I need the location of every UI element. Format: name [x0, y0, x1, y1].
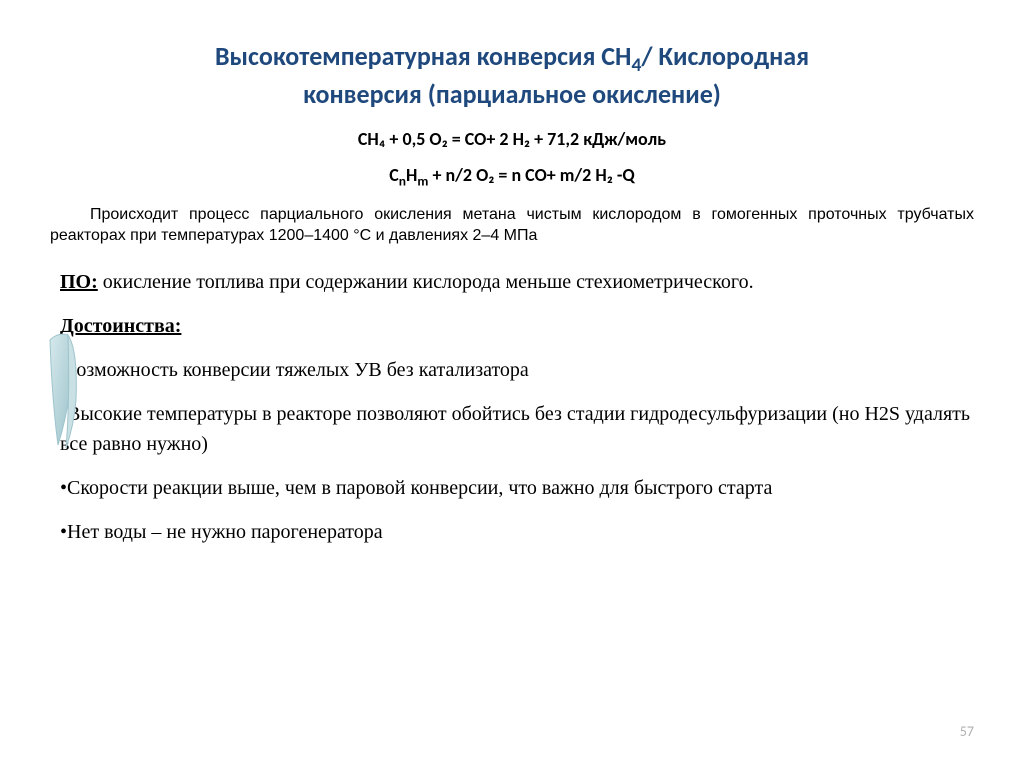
body-text: ПО: окисление топлива при содержании кис…	[60, 267, 974, 547]
eq2-m: m	[417, 173, 428, 190]
decorative-stripe-icon	[48, 330, 88, 450]
equation-1: СН₄ + 0,5 O₂ = CO+ 2 H₂ + 71,2 кДж/моль	[50, 128, 974, 150]
slide-title: Высокотемпературная конверсия СН4/ Кисло…	[50, 40, 974, 110]
equation-2: CnHm + n/2 O₂ = n CO+ m/2 H₂ -Q	[50, 164, 974, 190]
slide: Высокотемпературная конверсия СН4/ Кисло…	[0, 0, 1024, 768]
bullet-4: •Нет воды – не нужно парогенератора	[60, 517, 974, 547]
page-number: 57	[960, 723, 974, 740]
advantages-label: Достоинства:	[60, 311, 974, 341]
bullet-3: •Скорости реакции выше, чем в паровой ко…	[60, 473, 974, 503]
equation-block: СН₄ + 0,5 O₂ = CO+ 2 H₂ + 71,2 кДж/моль …	[50, 128, 974, 190]
bullet-4-text: Нет воды – не нужно парогенератора	[67, 521, 383, 543]
po-label: ПО:	[60, 271, 98, 293]
title-line1-sub: 4	[631, 53, 641, 77]
bullet-1: •возможность конверсии тяжелых УВ без ка…	[60, 355, 974, 385]
eq2-h: H	[406, 164, 417, 186]
po-text: окисление топлива при содержании кислоро…	[98, 271, 754, 293]
bullet-1-text: возможность конверсии тяжелых УВ без кат…	[67, 359, 529, 381]
title-line1-suffix: / Кислородная	[641, 40, 809, 72]
po-line: ПО: окисление топлива при содержании кис…	[60, 267, 974, 297]
title-line2: конверсия (парциальное окисление)	[303, 78, 721, 110]
eq2-c: C	[389, 164, 399, 186]
title-line1-prefix: Высокотемпературная конверсия СН	[215, 40, 631, 72]
bullet-2-text: Высокие температуры в реакторе позволяют…	[60, 403, 970, 455]
eq2-rest: + n/2 O₂ = n CO+ m/2 H₂ -Q	[428, 164, 634, 186]
eq2-n: n	[399, 173, 406, 190]
bullet-3-text: Скорости реакции выше, чем в паровой кон…	[67, 477, 772, 499]
description-paragraph: Происходит процесс парциального окислени…	[50, 204, 974, 247]
bullet-2: •Высокие температуры в реакторе позволяю…	[60, 399, 974, 459]
